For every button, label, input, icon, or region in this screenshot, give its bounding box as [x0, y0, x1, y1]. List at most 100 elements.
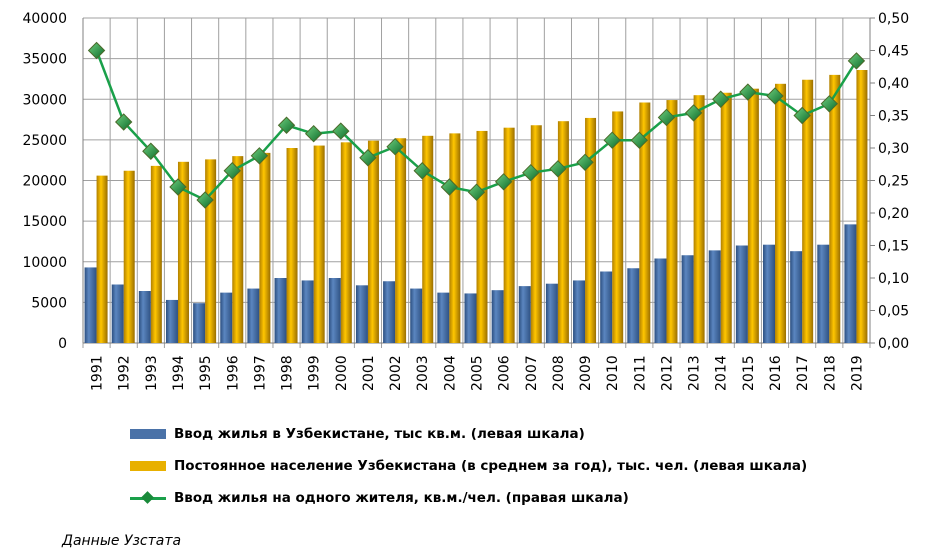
bar-housing-1996 — [220, 292, 233, 343]
right-tick-label: 0,25 — [878, 174, 909, 190]
bar-housing-1999 — [301, 280, 314, 343]
marker-per-capita-1995 — [196, 191, 214, 209]
bar-housing-2008 — [545, 283, 558, 343]
bar-housing-2011 — [627, 268, 640, 343]
marker-per-capita-2014 — [712, 90, 730, 108]
marker-per-capita-1997 — [250, 147, 269, 165]
bar-population-2017 — [802, 79, 814, 343]
year-label: 1997 — [252, 355, 268, 391]
bar-population-2015 — [747, 88, 759, 343]
left-tick-label: 15000 — [22, 214, 67, 230]
marker-per-capita-2011 — [630, 131, 649, 149]
bar-population-2003 — [422, 135, 434, 343]
bar-population-1998 — [286, 148, 298, 343]
year-label: 1991 — [90, 355, 106, 391]
bar-population-2013 — [693, 95, 705, 343]
marker-per-capita-2002 — [386, 137, 404, 156]
bar-housing-2003 — [410, 288, 423, 343]
right-tick-label: 0,15 — [878, 239, 909, 255]
marker-per-capita-2006 — [494, 173, 513, 191]
left-tick-label: 5000 — [31, 295, 67, 311]
bar-population-1993 — [150, 165, 162, 343]
bar-housing-2013 — [681, 255, 694, 343]
bar-population-1999 — [313, 145, 325, 343]
bar-housing-2010 — [600, 271, 613, 343]
marker-per-capita-2008 — [549, 160, 567, 178]
year-label: 2016 — [768, 355, 784, 391]
year-label: 2012 — [659, 355, 675, 391]
right-tick-label: 0,20 — [878, 206, 909, 222]
marker-per-capita-2015 — [739, 83, 757, 101]
right-tick-label: 0,50 — [878, 11, 909, 27]
bar-population-2009 — [585, 117, 597, 343]
bar-housing-2017 — [790, 251, 803, 343]
legend-swatch-blue — [130, 429, 166, 439]
year-label: 2003 — [415, 355, 431, 391]
bar-housing-2004 — [437, 292, 450, 343]
year-label: 2000 — [334, 355, 350, 391]
year-label: 1999 — [307, 355, 323, 391]
bar-population-2004 — [449, 133, 461, 343]
marker-per-capita-2003 — [413, 162, 431, 180]
bar-housing-2002 — [383, 281, 396, 343]
year-label: 2002 — [388, 355, 404, 391]
right-tick-label: 0,45 — [878, 44, 909, 60]
bar-population-1992 — [123, 170, 135, 343]
bar-housing-2012 — [654, 258, 667, 343]
year-label: 1994 — [171, 355, 187, 391]
marker-per-capita-1994 — [169, 178, 187, 196]
year-label: 1996 — [225, 355, 241, 391]
bar-population-2016 — [775, 83, 787, 343]
bar-housing-2005 — [464, 293, 477, 343]
bar-population-2012 — [666, 100, 678, 343]
year-label: 2008 — [551, 355, 567, 391]
year-label: 2019 — [849, 355, 865, 391]
marker-per-capita-2009 — [576, 153, 594, 172]
right-tick-label: 0,10 — [878, 271, 909, 287]
bar-population-2000 — [340, 142, 352, 343]
year-label: 2014 — [714, 355, 730, 391]
left-tick-label: 20000 — [22, 174, 67, 190]
year-label: 1995 — [198, 355, 214, 391]
bar-housing-1994 — [165, 299, 178, 343]
marker-per-capita-1991 — [87, 41, 106, 60]
legend-item-population: Постоянное население Узбекистана (в сред… — [130, 458, 807, 474]
bar-population-2018 — [829, 74, 841, 343]
year-label: 2004 — [442, 355, 458, 391]
year-label: 2005 — [470, 355, 486, 391]
year-label: 1992 — [117, 355, 133, 391]
marker-per-capita-2016 — [766, 87, 784, 105]
bar-population-2005 — [476, 130, 488, 343]
year-label: 2006 — [497, 355, 513, 391]
bar-population-2010 — [612, 111, 624, 343]
marker-per-capita-2005 — [467, 183, 486, 201]
left-tick-label: 40000 — [22, 11, 67, 27]
legend-label: Ввод жилья в Узбекистане, тыс кв.м. (лев… — [174, 426, 585, 442]
bar-population-1996 — [232, 156, 244, 343]
left-tick-label: 25000 — [22, 133, 67, 149]
bar-population-2008 — [557, 121, 569, 343]
bar-housing-1993 — [138, 291, 151, 343]
bar-population-2019 — [856, 70, 868, 343]
bar-housing-2019 — [844, 224, 857, 343]
year-label: 2010 — [605, 355, 621, 391]
marker-per-capita-2012 — [657, 108, 676, 127]
right-tick-label: 0,35 — [878, 109, 909, 125]
legend-item-per-capita: Ввод жилья на одного жителя, кв.м./чел. … — [130, 490, 629, 506]
right-tick-label: 0,40 — [878, 76, 909, 92]
year-label: 2001 — [361, 355, 377, 391]
year-label: 2007 — [524, 355, 540, 391]
marker-per-capita-2019 — [847, 52, 866, 70]
right-tick-label: 0,00 — [878, 336, 909, 352]
bar-population-2014 — [720, 92, 732, 343]
left-tick-label: 30000 — [22, 92, 67, 108]
bar-housing-2016 — [763, 244, 776, 343]
bar-housing-1995 — [193, 303, 206, 343]
marker-per-capita-2013 — [684, 104, 703, 122]
marker-per-capita-1992 — [114, 113, 133, 131]
year-label: 2011 — [632, 355, 648, 391]
marker-per-capita-2001 — [359, 149, 377, 167]
year-label: 2017 — [795, 355, 811, 391]
marker-per-capita-2004 — [440, 178, 459, 196]
